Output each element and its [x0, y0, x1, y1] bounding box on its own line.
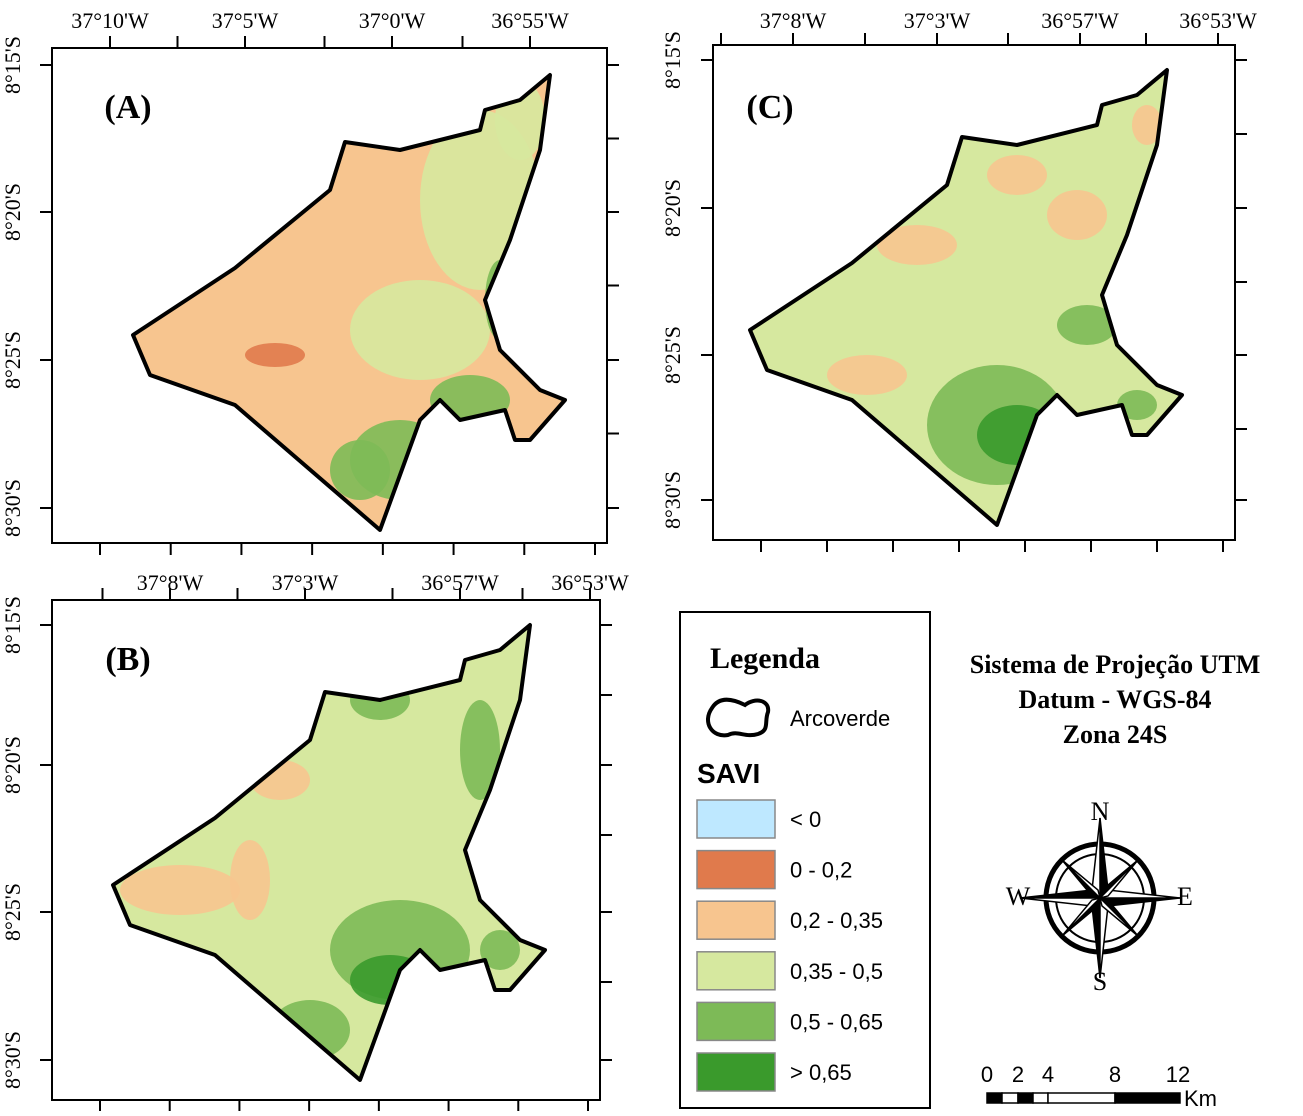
legend-swatch	[697, 800, 775, 838]
legend-swatch	[697, 851, 775, 889]
class-area	[245, 343, 305, 367]
class-area	[827, 355, 907, 395]
lat-label: 8°30'S	[0, 1031, 25, 1089]
lat-label: 8°25'S	[0, 331, 25, 389]
scale-unit: Km	[1184, 1086, 1217, 1111]
lat-label: 8°30'S	[660, 471, 685, 529]
class-area	[230, 840, 270, 920]
lon-label: 37°10'W	[71, 8, 149, 33]
legend-label: 0,35 - 0,5	[790, 959, 883, 984]
panel-label: (B)	[105, 641, 150, 678]
lon-label: 36°55'W	[491, 8, 569, 33]
compass-e: E	[1177, 882, 1193, 911]
lon-label: 37°8'W	[760, 8, 827, 33]
lat-label: 8°30'S	[0, 479, 25, 537]
lon-label: 37°0'W	[359, 8, 426, 33]
class-area	[120, 865, 240, 915]
projection-line: Datum - WGS-84	[1018, 685, 1211, 714]
legend-label: < 0	[790, 807, 821, 832]
projection-info: Sistema de Projeção UTM Datum - WGS-84 Zon…	[970, 650, 1261, 749]
projection-line: Zona 24S	[1063, 720, 1168, 749]
class-area	[1047, 190, 1107, 240]
class-area	[330, 440, 390, 500]
lat-label: 8°20'S	[0, 736, 25, 794]
legend-label: 0,2 - 0,35	[790, 908, 883, 933]
compass-w: W	[1006, 882, 1031, 911]
lat-label: 8°15'S	[0, 36, 25, 94]
lat-label: 8°15'S	[0, 596, 25, 654]
variable-label: SAVI	[697, 758, 760, 789]
legend-label: > 0,65	[790, 1060, 852, 1085]
legend-swatch	[697, 1053, 775, 1091]
lat-label: 8°20'S	[0, 183, 25, 241]
lat-label: 8°25'S	[660, 326, 685, 384]
figure: (A) 37°10'W 37°5'W 37°0'W 36°55'W 8°15'S 8°20'…	[0, 0, 1303, 1111]
scale-label: 8	[1109, 1062, 1121, 1087]
legend-swatch	[697, 1002, 775, 1040]
map-panel: (C) 37°8'W 37°3'W 36°57'W 36°53'W 8°15'S 8°20'…	[660, 8, 1257, 555]
projection-line: Sistema de Projeção UTM	[970, 650, 1261, 679]
panel-label: (A)	[104, 89, 151, 126]
class-area	[987, 155, 1047, 195]
lon-label: 37°3'W	[904, 8, 971, 33]
lon-label: 36°53'W	[1179, 8, 1257, 33]
legend-label: 0,5 - 0,65	[790, 1009, 883, 1034]
legend: Legenda Arcoverde SAVI < 0 0 - 0,2 0,2 - 0…	[680, 612, 930, 1108]
boundary-icon	[708, 700, 768, 736]
lat-label: 8°25'S	[0, 883, 25, 941]
legend-label: 0 - 0,2	[790, 858, 852, 883]
lon-label: 37°5'W	[212, 8, 279, 33]
map-panel: (A) 37°10'W 37°5'W 37°0'W 36°55'W 8°15'S 8°20'…	[0, 8, 619, 560]
legend-swatch	[697, 952, 775, 990]
boundary-label: Arcoverde	[790, 706, 890, 731]
class-area	[350, 280, 490, 380]
lat-label: 8°15'S	[660, 31, 685, 89]
scale-label: 2	[1012, 1062, 1024, 1087]
panel-label: (C)	[746, 89, 793, 126]
scale-label: 4	[1042, 1062, 1054, 1087]
lon-label: 36°57'W	[1041, 8, 1119, 33]
scale-label: 0	[981, 1062, 993, 1087]
legend-swatch	[697, 901, 775, 939]
legend-title: Legenda	[710, 642, 820, 675]
lat-label: 8°20'S	[660, 179, 685, 237]
north-arrow	[1020, 818, 1180, 978]
compass-s: S	[1093, 967, 1107, 996]
scale-label: 12	[1166, 1062, 1190, 1087]
scale-bar	[987, 1093, 1180, 1103]
map-panels: (A) 37°10'W 37°5'W 37°0'W 36°55'W 8°15'S 8°20'…	[0, 8, 1257, 1111]
compass-n: N	[1091, 797, 1110, 826]
